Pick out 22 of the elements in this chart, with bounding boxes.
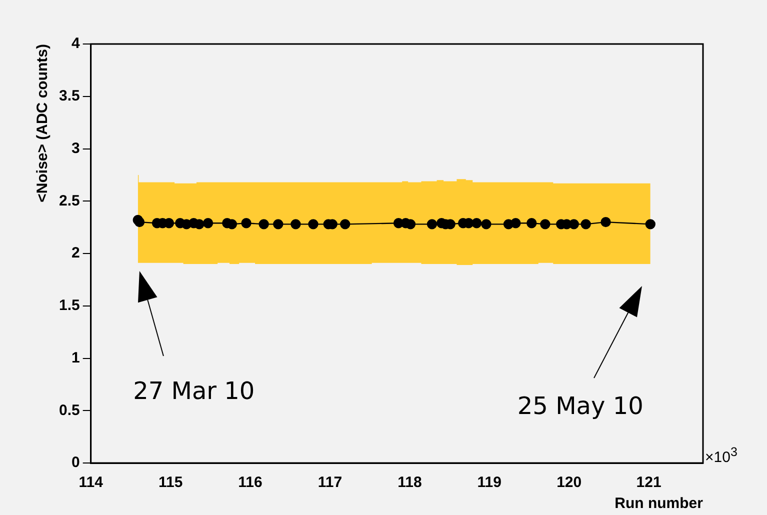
y-tick-label: 2 <box>72 244 80 262</box>
x-tick-label: 121 <box>636 474 662 492</box>
y-axis-title: <Noise> (ADC counts) <box>34 44 52 202</box>
x-tick-label: 119 <box>477 474 502 492</box>
annotation: 25 May 10 <box>517 392 644 420</box>
x-tick-label: 117 <box>318 474 342 492</box>
annotation: 27 Mar 10 <box>133 376 255 405</box>
y-tick-label: 2.5 <box>58 192 80 210</box>
x-axis-title: Run number <box>614 495 704 512</box>
y-tick-label: 0 <box>72 454 80 472</box>
y-tick-label: 3.5 <box>58 88 80 105</box>
y-tick-label: 4 <box>72 35 81 52</box>
x-tick-label: 120 <box>556 474 582 492</box>
y-tick-label: 1.5 <box>58 297 80 314</box>
x-tick-label: 118 <box>398 474 422 492</box>
text: ×10$^{3}$ <box>705 445 738 466</box>
y-tick-label: 1 <box>72 349 80 366</box>
y-tick-label: 0.5 <box>58 402 80 419</box>
y-tick-label: 3 <box>72 140 80 157</box>
x-tick-label: 115 <box>158 474 183 492</box>
x-tick-label: 114 <box>78 474 104 492</box>
x-tick-label: 116 <box>238 474 262 492</box>
